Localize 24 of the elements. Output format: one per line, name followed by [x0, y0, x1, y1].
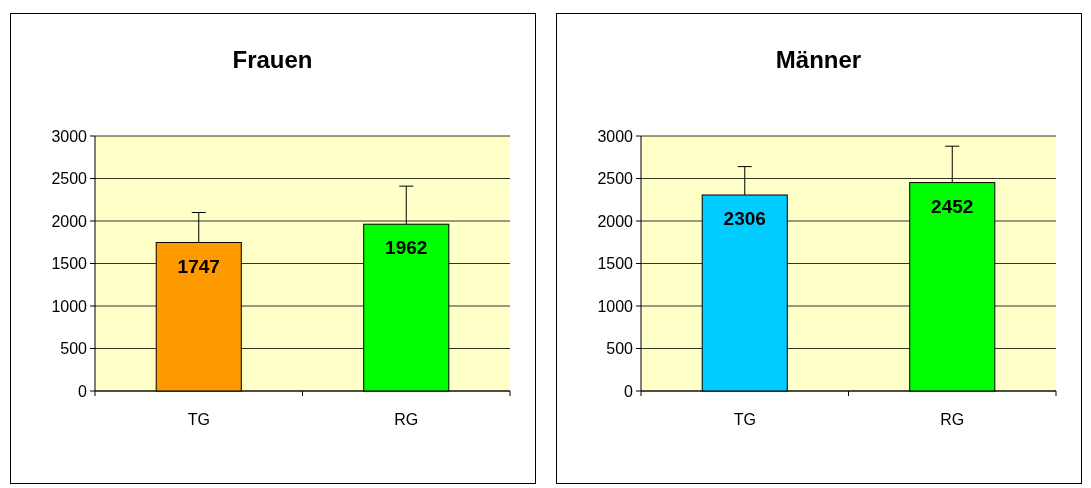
- x-tick-label: RG: [940, 411, 965, 428]
- y-tick-label: 0: [78, 382, 88, 400]
- y-tick-label: 1000: [597, 297, 634, 315]
- y-tick-label: 2000: [51, 212, 88, 230]
- data-label: 1962: [385, 237, 428, 259]
- y-tick-label: 2000: [597, 212, 634, 230]
- x-tick-label: TG: [733, 411, 756, 428]
- y-tick-label: 0: [624, 382, 634, 400]
- chart-title: Männer: [775, 46, 862, 73]
- y-tick-label: 1500: [51, 255, 88, 273]
- y-tick-label: 500: [606, 340, 634, 358]
- y-tick-label: 500: [60, 340, 88, 358]
- chart-title: Frauen: [232, 46, 313, 73]
- y-tick-label: 2500: [597, 170, 634, 188]
- data-label: 1747: [177, 255, 220, 277]
- y-tick-label: 2500: [51, 170, 88, 188]
- x-tick-label: RG: [394, 411, 419, 428]
- data-label: 2452: [931, 195, 974, 217]
- x-tick-label: TG: [187, 411, 210, 428]
- y-tick-label: 1000: [51, 297, 88, 315]
- y-tick-label: 3000: [597, 127, 634, 145]
- data-label: 2306: [723, 207, 766, 229]
- y-tick-label: 1500: [597, 255, 634, 273]
- y-tick-label: 3000: [51, 127, 88, 145]
